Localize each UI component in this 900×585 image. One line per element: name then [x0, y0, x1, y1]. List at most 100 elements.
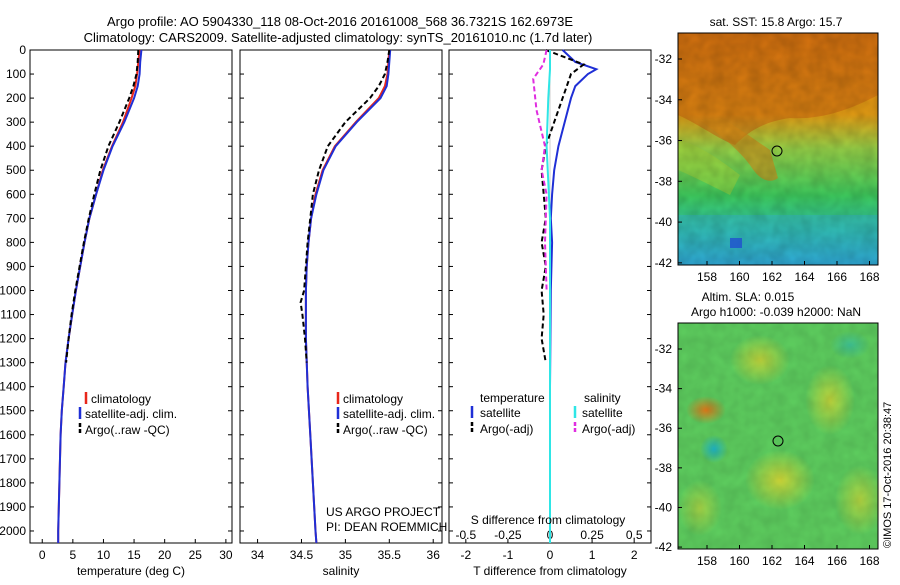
map-x-tick-label: 162	[762, 554, 782, 568]
x-tick-label: 35.5	[378, 548, 402, 562]
depth-tick-label: 300	[6, 115, 26, 129]
depth-tick-label: 0	[19, 43, 26, 57]
map-x-tick-label: 160	[729, 554, 749, 568]
x-tick-label: 15	[127, 548, 141, 562]
legend-salinity-head: salinity	[584, 391, 621, 405]
x-tick-label: 2	[631, 548, 638, 562]
map-x-tick-label: 158	[697, 554, 717, 568]
depth-tick-label: 1900	[0, 500, 26, 514]
x-tick-label: -1	[503, 548, 514, 562]
depth-tick-label: 1300	[0, 356, 26, 370]
x-tick-label: 20	[158, 548, 172, 562]
map-x-tick-label: 158	[697, 270, 717, 284]
imos-stamp: ©IMOS 17-Oct-2016 20:38:47	[882, 402, 894, 548]
x-tick-label: -2	[460, 548, 471, 562]
map-y-tick-label: -40	[655, 215, 673, 229]
depth-tick-label: 100	[6, 67, 26, 81]
sst-map-axes: -32 -34 -36 -38 -40 -42 158 160 162 164 166 168	[655, 52, 880, 284]
x-tick-label: 34	[251, 548, 265, 562]
map-y-tick-label: -36	[655, 421, 673, 435]
depth-tick-label: 200	[6, 91, 26, 105]
argo-position-marker	[771, 145, 783, 157]
map-y-tick-label: -42	[655, 256, 673, 270]
legend-satellite-adj: satellite-adj. clim.	[343, 407, 435, 421]
depth-tick-label: 600	[6, 187, 26, 201]
legend-satellite-adj: satellite-adj. clim.	[85, 407, 177, 421]
depth-tick-label: 1600	[0, 428, 26, 442]
legend-climatology: climatology	[343, 392, 403, 406]
depth-tick-label: 1700	[0, 452, 26, 466]
s-tick-label: -0.25	[494, 528, 522, 542]
legend-t-argo: Argo(-adj)	[480, 422, 533, 436]
series-s-satellite	[545, 50, 551, 543]
s-tick-label: -0.5	[455, 528, 476, 542]
series-t-satellite	[549, 49, 599, 543]
map-y-tick-label: -38	[655, 461, 673, 475]
sst-map-title: sat. SST: 15.8 Argo: 15.7	[710, 15, 843, 29]
s-difference-label: S difference from climatology	[471, 513, 626, 527]
map-y-tick-label: -34	[655, 382, 673, 396]
x-tick-label: 0	[547, 548, 554, 562]
map-y-tick-label: -32	[655, 52, 673, 66]
map-x-tick-label: 168	[859, 554, 879, 568]
depth-axis: 0 100 200 300 400 500 600 700 800 900 1000 1100 1200…	[0, 43, 651, 538]
credit-project: US ARGO PROJECT	[326, 505, 441, 519]
map-y-tick-label: -36	[655, 134, 673, 148]
x-tick-label: 35	[339, 548, 353, 562]
series-t-argo	[540, 49, 586, 363]
legend-s-satellite: satellite	[582, 406, 623, 420]
sla-map-title1: Altim. SLA: 0.015	[702, 290, 795, 304]
sla-map	[677, 322, 885, 550]
depth-tick-label: 1400	[0, 380, 26, 394]
series-climatology	[57, 49, 141, 543]
temperature-panel	[29, 49, 233, 544]
legend-climatology: climatology	[91, 392, 151, 406]
map-x-tick-label: 168	[859, 270, 879, 284]
depth-tick-label: 2000	[0, 524, 26, 538]
map-x-tick-label: 164	[794, 554, 814, 568]
t-difference-xlabel: T difference from climatology	[473, 564, 627, 578]
map-y-tick-label: -38	[655, 174, 673, 188]
salinity-legend: climatology satellite-adj. clim. Argo(..…	[326, 392, 447, 534]
map-y-tick-label: -42	[655, 540, 673, 554]
temperature-xlabel: temperature (deg C)	[77, 564, 185, 578]
depth-tick-label: 1500	[0, 404, 26, 418]
depth-tick-label: 1100	[0, 308, 26, 322]
depth-tick-label: 400	[6, 139, 26, 153]
map-y-tick-label: -32	[655, 342, 673, 356]
x-tick-label: 1	[589, 548, 596, 562]
header-line1: Argo profile: AO 5904330_118 08-Oct-2016…	[107, 14, 573, 29]
sla-map-title2: Argo h1000: -0.039 h2000: NaN	[691, 305, 861, 319]
x-tick-label: 25	[189, 548, 203, 562]
series-s-argo	[532, 49, 548, 291]
series-argo	[65, 49, 140, 363]
legend-t-satellite: satellite	[480, 406, 521, 420]
depth-tick-label: 1000	[0, 283, 26, 297]
depth-tick-label: 900	[6, 259, 26, 273]
s-tick-label: 0.25	[580, 528, 604, 542]
depth-tick-label: 1800	[0, 476, 26, 490]
credit-pi: PI: DEAN ROEMMICH	[326, 520, 447, 534]
argo-position-marker	[772, 435, 784, 447]
x-tick-label: 0	[39, 548, 46, 562]
difference-legend: temperature salinity satellite Argo(-adj…	[471, 391, 636, 527]
map-x-tick-label: 160	[729, 270, 749, 284]
x-tick-label: 10	[97, 548, 111, 562]
series-satellite-adj	[57, 49, 143, 543]
series-climatology	[304, 49, 391, 544]
x-tick-label: 30	[219, 548, 233, 562]
series-argo	[299, 49, 391, 363]
x-tick-label: 34.5	[290, 548, 314, 562]
depth-tick-label: 500	[6, 163, 26, 177]
temperature-legend: climatology satellite-adj. clim. Argo(..…	[78, 392, 177, 437]
legend-argo: Argo(..raw -QC)	[343, 423, 428, 437]
x-tick-label: 5	[70, 548, 77, 562]
depth-tick-label: 700	[6, 211, 26, 225]
header-line2: Climatology: CARS2009. Satellite-adjuste…	[84, 30, 593, 45]
salinity-panel	[239, 49, 443, 544]
x-tick-label: 36	[427, 548, 441, 562]
salinity-xlabel: salinity	[323, 564, 360, 578]
map-y-tick-label: -40	[655, 500, 673, 514]
